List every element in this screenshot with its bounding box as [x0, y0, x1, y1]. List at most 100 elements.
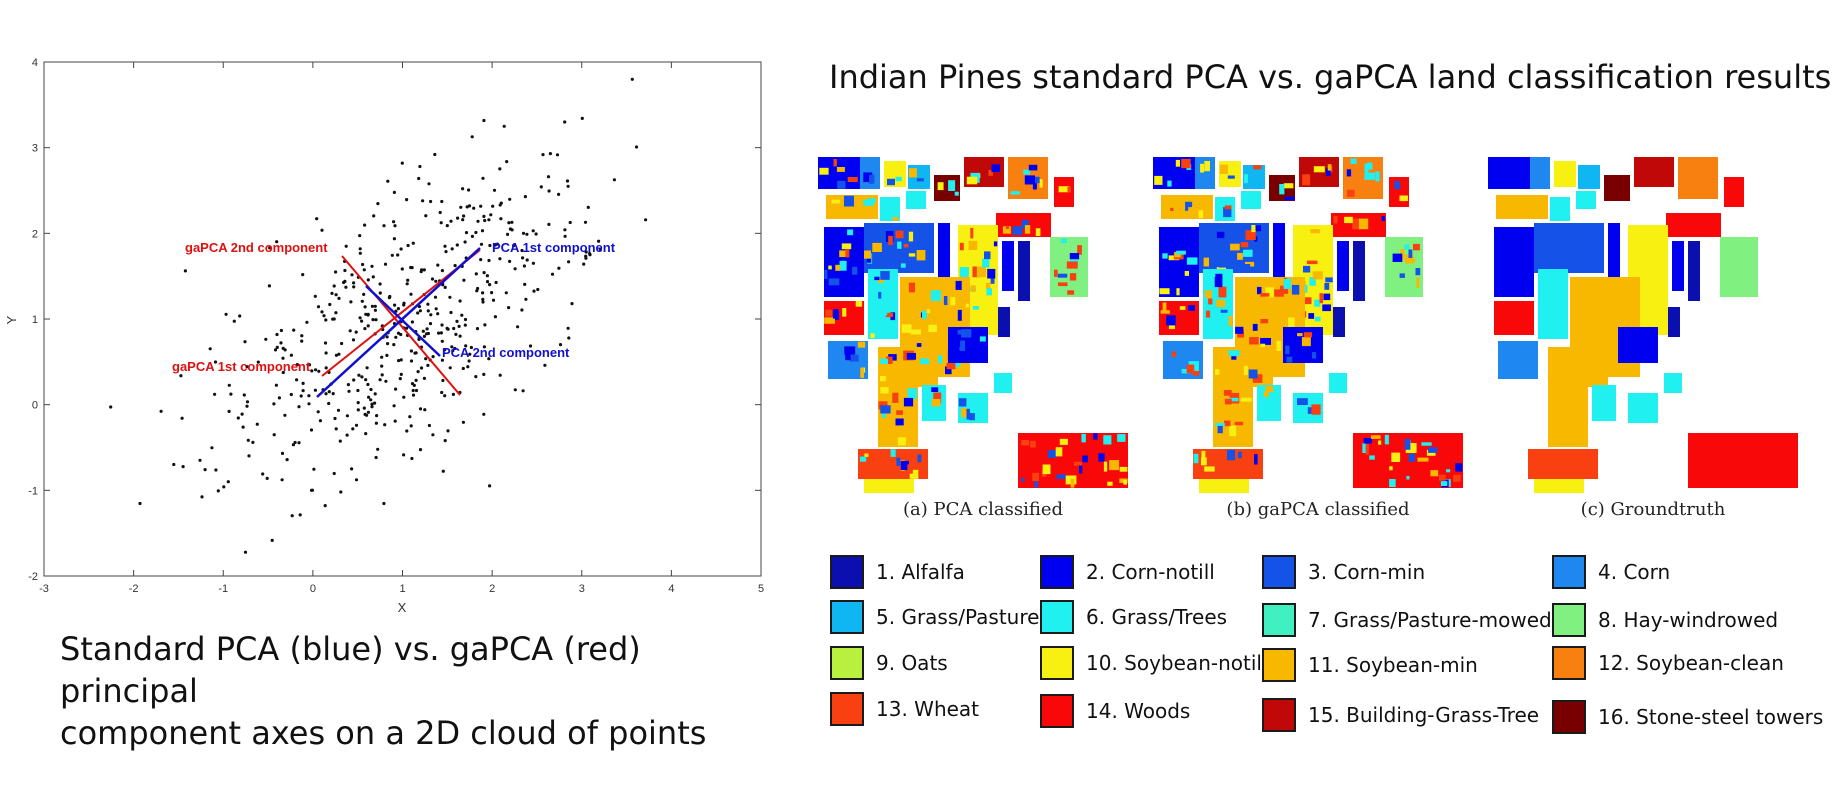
- data-point: [417, 176, 421, 181]
- data-point: [409, 265, 413, 270]
- data-point: [428, 322, 433, 326]
- data-point: [367, 395, 371, 399]
- legend-label: 1. Alfalfa: [876, 560, 965, 584]
- field-grass-trees: [1329, 373, 1347, 393]
- data-point: [459, 205, 463, 209]
- data-point: [412, 383, 416, 387]
- data-point: [511, 244, 516, 248]
- data-point: [371, 275, 375, 279]
- data-point: [393, 419, 397, 423]
- data-point: [316, 305, 321, 309]
- data-point: [375, 414, 379, 418]
- field-corn-notill: [1608, 223, 1620, 293]
- data-point: [272, 402, 276, 406]
- speckle-corn-notill: [1455, 463, 1463, 472]
- data-point: [378, 291, 382, 295]
- data-point: [179, 374, 183, 378]
- left-caption-line-1: Standard PCA (blue) vs. gaPCA (red) prin…: [60, 630, 641, 710]
- data-point: [246, 438, 250, 442]
- speckle-wheat: [1346, 189, 1355, 197]
- speckle-soybean-notill: [928, 324, 937, 333]
- speckle-corn-notill: [1164, 177, 1173, 181]
- data-point: [342, 280, 346, 285]
- speckle-soybean-notill: [1229, 425, 1237, 437]
- field-corn-notill: [938, 223, 950, 293]
- data-point: [358, 247, 362, 251]
- speckle-grass-trees: [1010, 191, 1021, 195]
- speckle-soybean-min: [860, 367, 864, 378]
- data-point: [508, 227, 512, 231]
- data-point: [463, 323, 467, 327]
- data-point: [309, 428, 314, 432]
- speckle-grass-trees: [1070, 255, 1079, 266]
- speckle-grass-trees: [950, 362, 961, 367]
- data-point: [439, 221, 443, 225]
- data-point: [224, 312, 228, 316]
- data-point: [363, 305, 367, 309]
- speckle-soybean-notill: [966, 176, 978, 185]
- legend-swatch: [1552, 646, 1586, 680]
- speckle-soybean-min: [925, 358, 935, 365]
- field-soybean-min: [1548, 347, 1608, 387]
- field-corn-notill: [1618, 327, 1658, 363]
- speckle-soybean-notill: [1154, 175, 1163, 185]
- data-point: [317, 369, 321, 373]
- speckle-corn-notill: [991, 164, 1001, 172]
- speckle-corn-notill: [1392, 253, 1403, 262]
- data-point: [584, 250, 588, 254]
- data-point: [405, 282, 409, 286]
- speckle-soybean-notill: [1283, 183, 1294, 189]
- speckle-corn-notill: [1215, 273, 1223, 279]
- data-point: [301, 273, 305, 277]
- data-point: [370, 264, 374, 268]
- speckle-corn-min: [1021, 219, 1029, 229]
- data-point: [536, 287, 540, 292]
- speckle-soybean-min: [1070, 478, 1075, 488]
- data-point: [409, 424, 413, 428]
- data-point: [453, 346, 457, 351]
- data-point: [369, 398, 373, 402]
- speckle-corn-min: [1307, 407, 1314, 414]
- speckle-wheat: [1303, 332, 1313, 338]
- speckle-wheat: [1280, 285, 1289, 294]
- speckle-soybean-notill: [1042, 464, 1051, 475]
- data-point: [481, 300, 485, 304]
- data-point: [630, 77, 634, 81]
- speckle-wheat: [1208, 298, 1213, 305]
- data-point: [280, 478, 284, 482]
- data-point: [488, 243, 492, 248]
- field-soybean-notill: [864, 479, 914, 493]
- data-point: [180, 416, 184, 420]
- y-tick-labels: 4 3 2 1 0 -1 -2: [28, 57, 38, 583]
- speckle-soybean-min: [920, 342, 927, 348]
- speckle-corn-min: [1286, 356, 1293, 363]
- field-corn-notill: [1273, 223, 1285, 293]
- data-point: [463, 317, 468, 322]
- data-point: [313, 294, 317, 298]
- data-point: [557, 192, 561, 196]
- legend-swatch: [1552, 700, 1586, 734]
- speckle-corn-min: [958, 398, 967, 407]
- speckle-corn-min: [1325, 277, 1333, 283]
- speckle-soybean-min: [857, 341, 866, 348]
- speckle-wheat: [1054, 269, 1058, 277]
- data-point: [409, 349, 413, 353]
- field-grass-trees: [1576, 191, 1596, 209]
- field-grass-trees: [1550, 197, 1570, 221]
- data-point: [440, 269, 444, 273]
- data-point: [392, 237, 396, 241]
- speckle-grass-trees: [922, 310, 927, 319]
- data-point: [300, 334, 304, 338]
- speckle-soybean-min: [1162, 302, 1167, 311]
- data-point: [480, 229, 485, 233]
- speckle-soybean-notill: [1176, 288, 1180, 296]
- speckle-grass-trees: [1117, 434, 1126, 442]
- data-point: [399, 358, 403, 362]
- speckle-soybean-notill: [1059, 438, 1068, 445]
- data-point: [491, 204, 495, 208]
- speckle-corn-min: [1242, 264, 1251, 271]
- speckle-corn-min: [880, 405, 891, 414]
- speckle-grass-trees: [1309, 398, 1320, 403]
- speckle-soybean-notill: [879, 376, 886, 382]
- speckle-grass-trees: [1350, 158, 1357, 164]
